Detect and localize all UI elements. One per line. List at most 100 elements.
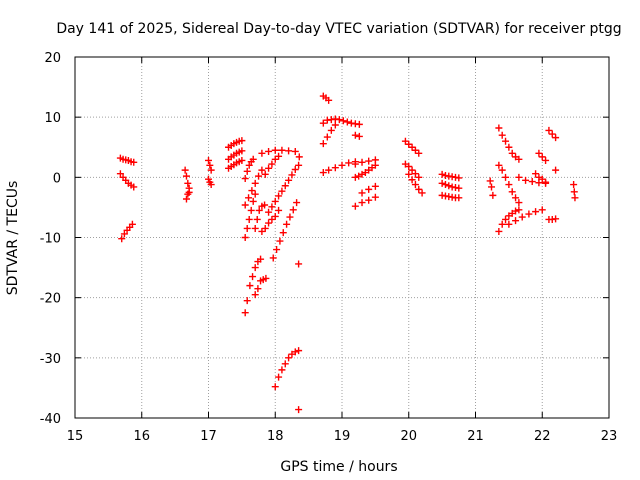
data-point <box>295 347 303 355</box>
series-arc-07 <box>205 175 215 189</box>
data-marks <box>116 92 579 414</box>
axis-ticks: 15 16 17 18 19 20 21 22 23 -40 -30 -20 -10 0 10 20 <box>40 51 618 444</box>
data-point <box>261 224 269 232</box>
data-point <box>295 406 303 414</box>
data-point <box>571 194 579 202</box>
data-point <box>351 160 359 168</box>
data-point <box>445 182 453 190</box>
data-point <box>181 166 189 174</box>
data-point <box>258 149 266 157</box>
data-point <box>570 181 578 189</box>
series-arc-47 <box>545 126 560 142</box>
data-point <box>245 215 253 223</box>
data-point <box>241 175 249 183</box>
series-arc-01 <box>116 154 138 166</box>
data-point <box>257 255 265 263</box>
data-point <box>265 219 273 227</box>
series-arc-02 <box>116 170 138 191</box>
x-tick-label: 16 <box>133 429 150 444</box>
series-arc-22 <box>271 347 303 391</box>
data-point <box>184 190 192 198</box>
data-point <box>295 153 303 161</box>
data-point <box>538 206 546 214</box>
data-point <box>351 131 359 139</box>
data-point <box>552 134 560 142</box>
data-point <box>269 254 277 262</box>
data-point <box>455 194 463 202</box>
data-point <box>273 246 281 254</box>
data-point <box>319 119 327 127</box>
series-arc-18 <box>258 146 299 157</box>
data-point <box>130 183 138 191</box>
data-point <box>512 217 520 225</box>
data-point <box>498 220 506 228</box>
data-point <box>508 188 516 196</box>
data-point <box>371 161 379 169</box>
chart-title: Day 141 of 2025, Sidereal Day-to-day VTE… <box>56 21 621 37</box>
series-arc-20 <box>265 161 303 216</box>
data-point <box>207 181 215 189</box>
data-point <box>323 133 331 141</box>
data-point <box>120 230 128 238</box>
data-point <box>495 227 503 235</box>
data-point <box>515 173 523 181</box>
data-point <box>319 169 327 177</box>
series-arc-25 <box>319 115 363 128</box>
data-point <box>254 285 262 293</box>
series-arc-30 <box>351 161 379 181</box>
x-tick-label: 17 <box>200 429 217 444</box>
data-point <box>405 170 413 178</box>
data-point <box>358 199 366 207</box>
data-point <box>184 179 192 187</box>
data-point <box>408 176 416 184</box>
data-point <box>405 163 413 171</box>
data-point <box>261 201 269 209</box>
series-arc-19 <box>261 152 283 178</box>
series-arc-38 <box>438 191 463 202</box>
series-arc-15 <box>251 274 270 299</box>
data-point <box>335 116 343 124</box>
data-point <box>532 170 540 178</box>
series-arc-11 <box>241 190 259 241</box>
y-tick-label: 10 <box>44 111 61 126</box>
data-point <box>278 366 286 374</box>
data-point <box>291 147 299 155</box>
data-point <box>489 191 497 199</box>
series-arc-42 <box>495 206 523 235</box>
y-axis-label: SDTVAR / TECUs <box>5 181 21 296</box>
data-point <box>371 193 379 201</box>
data-point <box>251 179 259 187</box>
data-point <box>325 96 333 104</box>
data-point <box>278 146 286 154</box>
x-tick-label: 22 <box>534 429 551 444</box>
data-point <box>542 178 550 186</box>
data-point <box>275 206 283 214</box>
data-point <box>268 203 276 211</box>
data-point <box>488 183 496 191</box>
series-arc-16 <box>251 201 269 232</box>
data-point <box>285 176 293 184</box>
data-point <box>248 187 256 195</box>
data-point <box>286 213 294 221</box>
data-point <box>358 189 366 197</box>
data-point <box>271 383 279 391</box>
data-point <box>498 131 506 139</box>
data-point <box>278 187 286 195</box>
data-point <box>249 273 257 281</box>
data-point <box>408 166 416 174</box>
data-point <box>415 185 423 193</box>
data-point <box>182 172 190 180</box>
data-point <box>525 210 533 218</box>
data-point <box>415 149 423 157</box>
data-point <box>351 202 359 210</box>
data-point <box>512 194 520 202</box>
series-arc-50 <box>570 181 579 202</box>
series-arc-41 <box>495 161 523 207</box>
series-arc-31 <box>351 193 379 210</box>
x-tick-label: 23 <box>601 429 618 444</box>
data-point <box>251 224 259 232</box>
data-point <box>238 156 246 164</box>
data-point <box>271 212 279 220</box>
